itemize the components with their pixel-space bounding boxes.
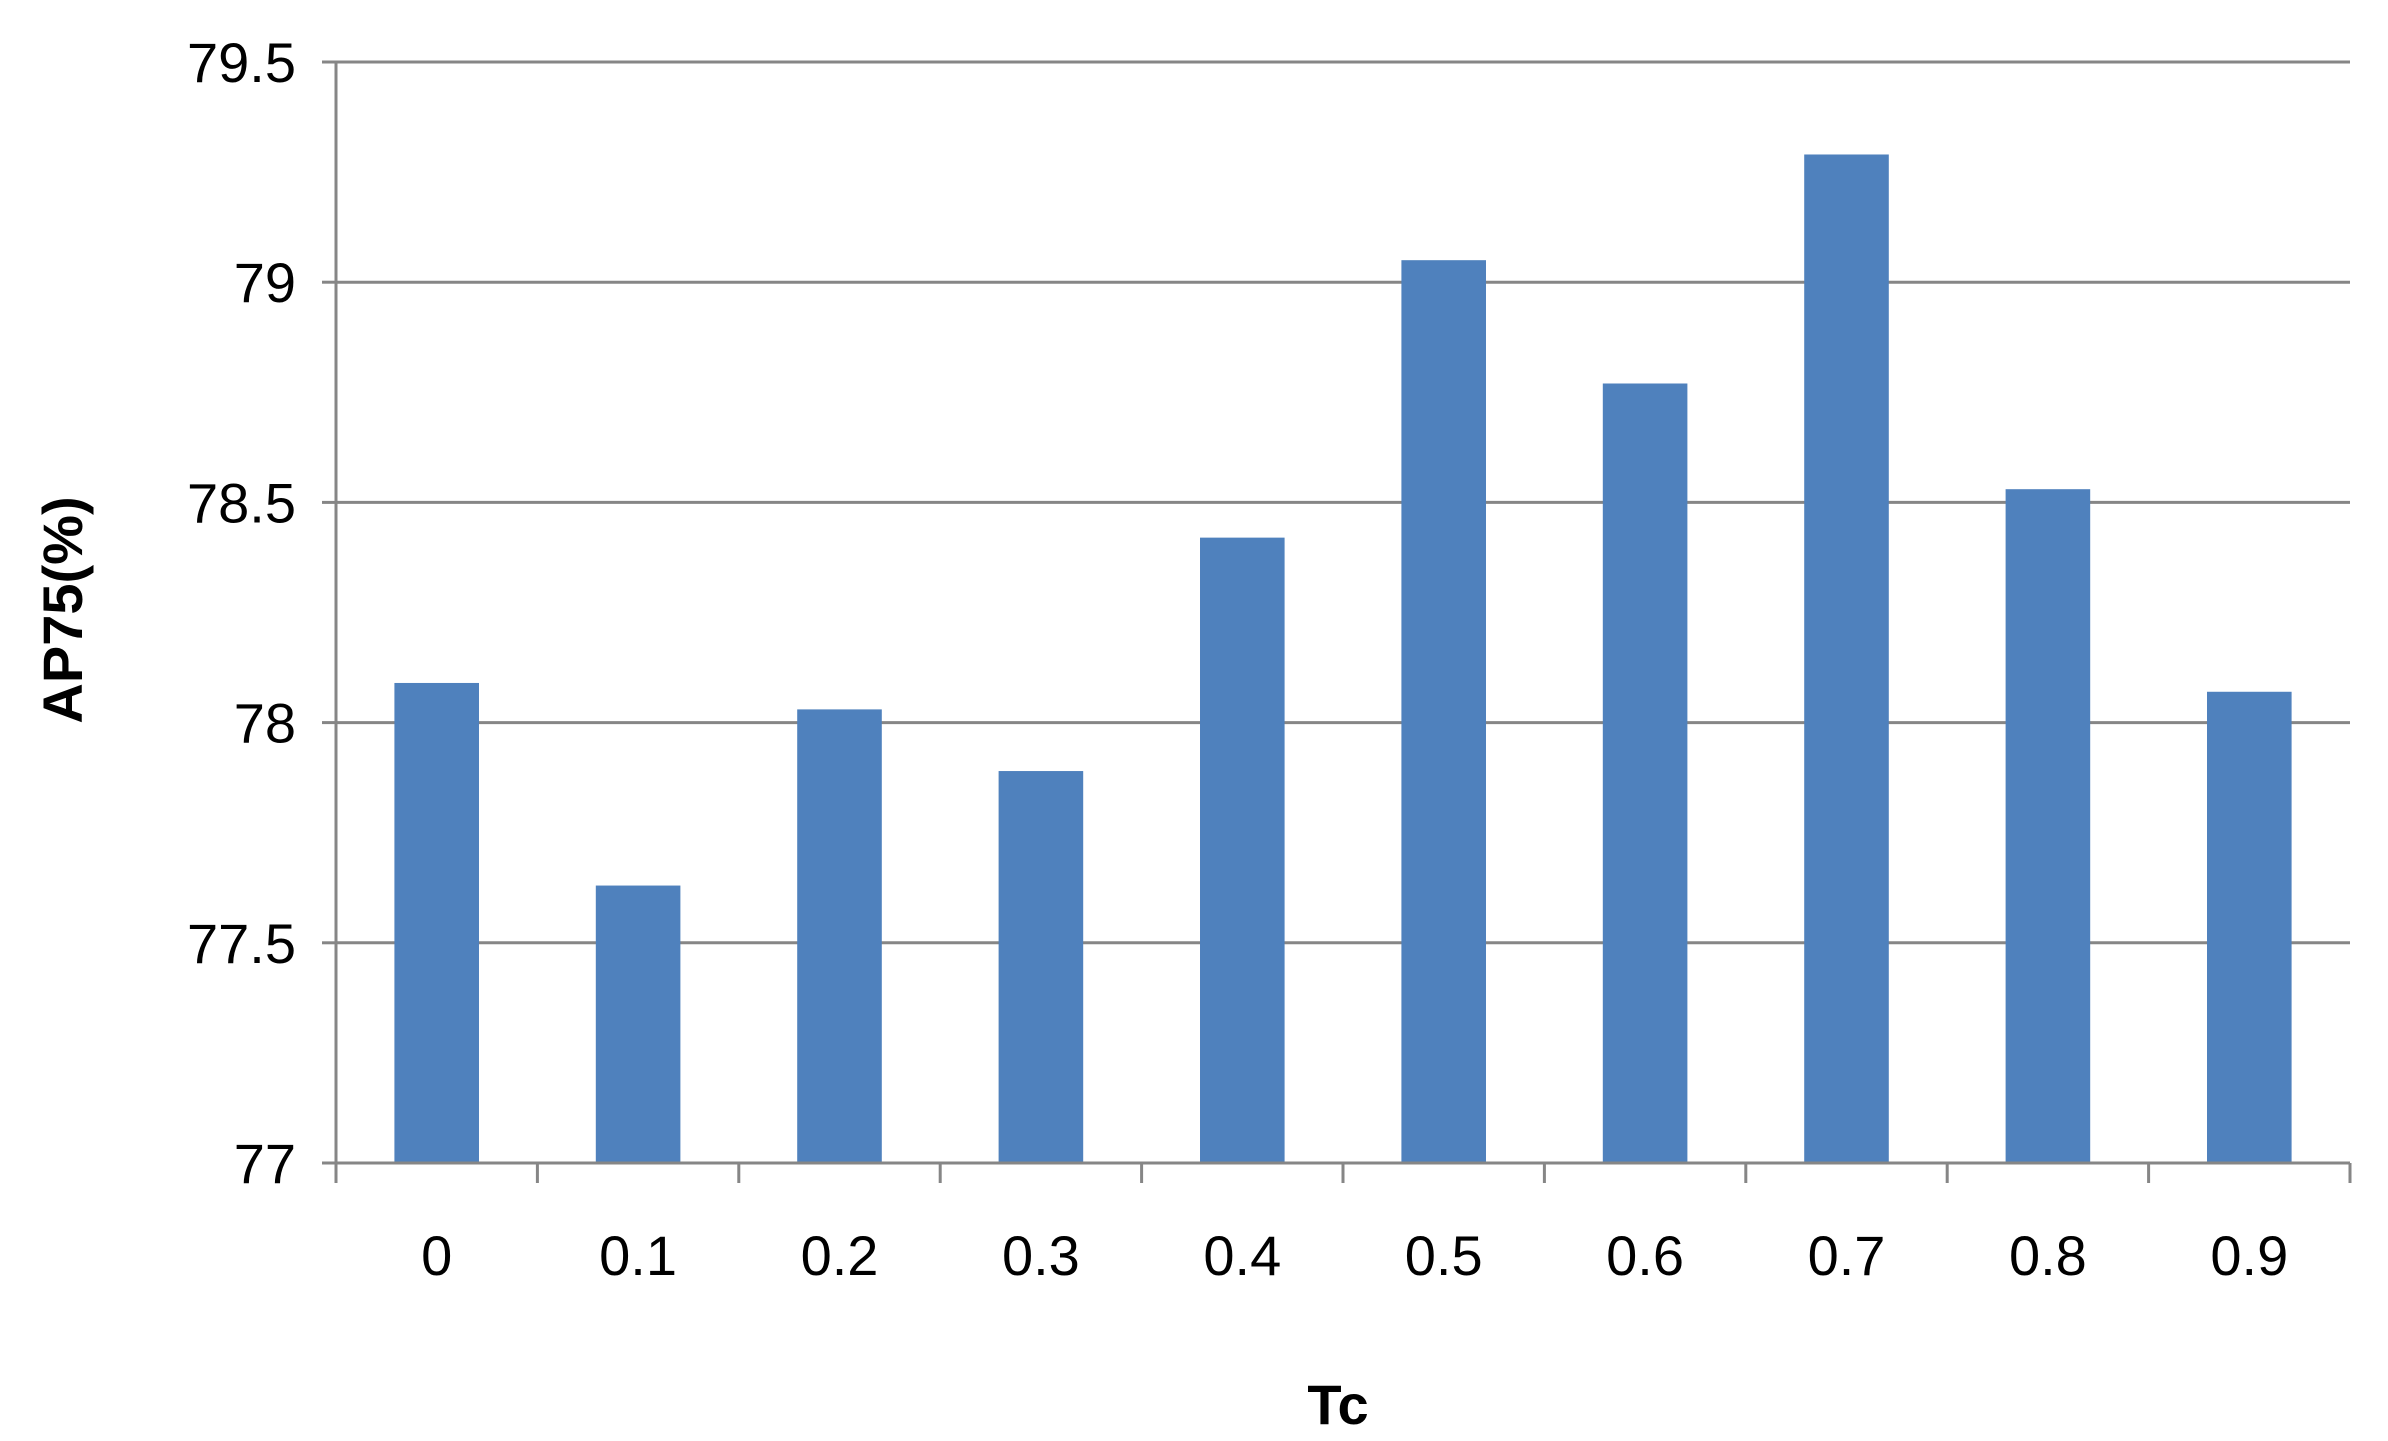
x-tick-label: 0.4 bbox=[1203, 1224, 1281, 1287]
bar-0.4 bbox=[1200, 537, 1285, 1163]
bar-0 bbox=[394, 682, 479, 1163]
y-tick-label: 79.5 bbox=[187, 31, 296, 94]
x-tick-label: 0.5 bbox=[1405, 1224, 1483, 1287]
x-tick-label: 0.3 bbox=[1002, 1224, 1080, 1287]
x-tick-labels: 0 0.1 0.2 0.3 0.4 0.5 0.6 0.7 0.8 0.9 bbox=[421, 1224, 2288, 1287]
x-tick-label: 0.9 bbox=[2210, 1224, 2288, 1287]
x-tick-label: 0.2 bbox=[801, 1224, 879, 1287]
bars bbox=[394, 154, 2292, 1163]
x-tick-label: 0 bbox=[421, 1224, 452, 1287]
y-tick-label: 79 bbox=[234, 251, 296, 314]
y-tick-label: 78 bbox=[234, 692, 296, 755]
x-axis-title: Tc bbox=[1307, 1373, 1368, 1436]
y-tick-label: 78.5 bbox=[187, 471, 296, 534]
x-tick-label: 0.1 bbox=[599, 1224, 677, 1287]
bar-0.2 bbox=[797, 709, 882, 1163]
bar-0.7 bbox=[1804, 154, 1889, 1163]
x-tick-label: 0.8 bbox=[2009, 1224, 2087, 1287]
y-tick-labels: 77 77.5 78 78.5 79 79.5 bbox=[187, 31, 296, 1195]
y-tick-label: 77.5 bbox=[187, 912, 296, 975]
axes bbox=[322, 60, 2352, 1183]
bar-0.9 bbox=[2207, 691, 2292, 1163]
bar-0.3 bbox=[998, 771, 1084, 1163]
bar-0.1 bbox=[595, 885, 681, 1163]
x-tick-label: 0.6 bbox=[1606, 1224, 1684, 1287]
bar-0.5 bbox=[1401, 260, 1486, 1163]
bar-0.6 bbox=[1602, 383, 1688, 1163]
y-tick-label: 77 bbox=[234, 1132, 296, 1195]
y-axis-title: AP75(%) bbox=[31, 496, 94, 723]
x-tick-label: 0.7 bbox=[1808, 1224, 1886, 1287]
bar-0.8 bbox=[2005, 489, 2091, 1163]
